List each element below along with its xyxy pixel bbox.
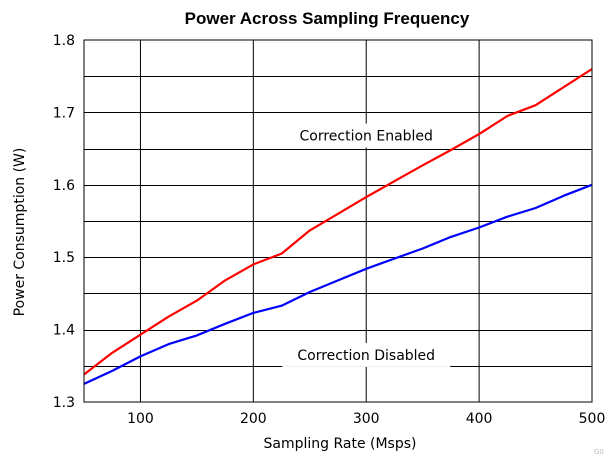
x-tick-label: 200 [240, 411, 267, 427]
series-line-1 [83, 68, 593, 376]
y-tick-label: 1.8 [53, 33, 75, 49]
annotation-1: Correction Enabled [299, 129, 432, 145]
annotations: Correction Enabled Correction Disabled [282, 123, 451, 367]
series-layer [83, 68, 593, 385]
annotation-box-2 [282, 342, 451, 367]
annotation-2: Correction Disabled [297, 348, 435, 364]
corner-mark: G0 [594, 448, 604, 456]
chart-title: Power Across Sampling Frequency [185, 9, 470, 28]
x-axis-label: Sampling Rate (Msps) [263, 436, 416, 452]
y-axis-label: Power Consumption (W) [12, 148, 28, 317]
y-tick-label: 1.5 [53, 250, 75, 266]
x-tick-label: 400 [466, 411, 493, 427]
annotation-box-1 [282, 123, 451, 148]
plot-frame [83, 39, 593, 403]
x-tick-labels: 100 200 300 400 500 [127, 411, 605, 427]
y-tick-label: 1.6 [53, 178, 75, 194]
y-tick-labels: 1.3 1.4 1.5 1.6 1.7 1.8 [53, 33, 75, 411]
y-tick-label: 1.4 [53, 323, 75, 339]
y-tick-label: 1.7 [53, 105, 75, 121]
y-tick-label: 1.3 [53, 395, 75, 411]
x-tick-label: 300 [353, 411, 380, 427]
x-tick-label: 100 [127, 411, 154, 427]
series-line-2 [83, 183, 593, 385]
x-tick-label: 500 [579, 411, 606, 427]
